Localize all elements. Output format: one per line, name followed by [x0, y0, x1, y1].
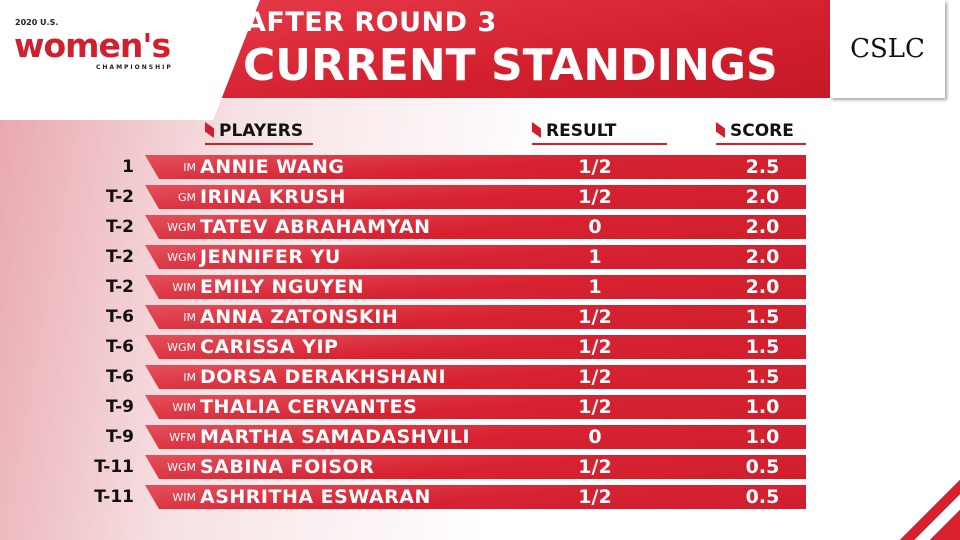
score: 1.5: [745, 306, 780, 328]
score: 1.0: [745, 396, 780, 418]
row-bar: [145, 155, 806, 179]
row-bar: [145, 425, 806, 449]
rank: T-2: [106, 217, 134, 237]
header-subtitle: AFTER ROUND 3: [245, 7, 497, 38]
result: 1/2: [578, 366, 612, 388]
rank: T-6: [106, 337, 134, 357]
rank: T-2: [106, 247, 134, 267]
standings-row: T-6 IM ANNA ZATONSKIH 1/2 1.5: [0, 305, 960, 329]
chess-title: WGM: [167, 341, 196, 354]
score: 2.0: [745, 186, 780, 208]
brand-year: 2020 U.S.: [15, 18, 59, 27]
col-score: SCORE: [716, 120, 806, 145]
player-name: EMILY NGUYEN: [200, 276, 365, 298]
score: 1.0: [745, 426, 780, 448]
score: 2.0: [745, 246, 780, 268]
rank: T-9: [106, 397, 134, 417]
row-bar: [145, 365, 806, 389]
chess-title: WGM: [167, 461, 196, 474]
col-players: PLAYERS: [205, 120, 313, 145]
standings-row: 1 IM ANNIE WANG 1/2 2.5: [0, 155, 960, 179]
player-name: THALIA CERVANTES: [200, 396, 418, 418]
player-name: TATEV ABRAHAMYAN: [200, 216, 431, 238]
row-bar: [145, 335, 806, 359]
rank: T-2: [106, 277, 134, 297]
player-name: ASHRITHA ESWARAN: [200, 486, 431, 508]
score: 1.5: [745, 336, 780, 358]
row-bar: [145, 395, 806, 419]
standings-row: T-6 IM DORSA DERAKHSHANI 1/2 1.5: [0, 365, 960, 389]
header-title: CURRENT STANDINGS: [243, 40, 778, 91]
chess-title: WGM: [167, 221, 196, 234]
player-name: JENNIFER YU: [200, 246, 341, 268]
row-bar: [145, 185, 806, 209]
standings-row: T-2 WGM JENNIFER YU 1 2.0: [0, 245, 960, 269]
rank: T-11: [94, 457, 134, 477]
score: 0.5: [745, 486, 780, 508]
result: 1/2: [578, 306, 612, 328]
result: 1/2: [578, 396, 612, 418]
chess-title: WGM: [167, 251, 196, 264]
standings-row: T-9 WIM THALIA CERVANTES 1/2 1.0: [0, 395, 960, 419]
result: 1: [588, 246, 602, 268]
player-name: DORSA DERAKHSHANI: [200, 366, 447, 388]
rank: 1: [122, 157, 134, 177]
player-name: CARISSA YIP: [200, 336, 339, 358]
row-bar: [145, 215, 806, 239]
standings-row: T-2 WGM TATEV ABRAHAMYAN 0 2.0: [0, 215, 960, 239]
score: 2.5: [745, 156, 780, 178]
score: 1.5: [745, 366, 780, 388]
rank: T-9: [106, 427, 134, 447]
player-name: ANNIE WANG: [200, 156, 345, 178]
result: 1/2: [578, 186, 612, 208]
standings-row: T-11 WGM SABINA FOISOR 1/2 0.5: [0, 455, 960, 479]
chess-title: WIM: [172, 401, 196, 414]
row-bar: [145, 485, 806, 509]
player-name: ANNA ZATONSKIH: [200, 306, 399, 328]
chess-title: GM: [177, 191, 196, 204]
result: 1/2: [578, 456, 612, 478]
rank: T-11: [94, 487, 134, 507]
event-logo-panel: 2020 U.S. women's CHAMPIONSHIP: [0, 0, 260, 120]
player-name: MARTHA SAMADASHVILI: [200, 426, 471, 448]
result: 1/2: [578, 486, 612, 508]
player-name: SABINA FOISOR: [200, 456, 375, 478]
chess-title: IM: [183, 311, 196, 324]
sponsor-logo: CSLC: [830, 0, 945, 98]
score: 2.0: [745, 276, 780, 298]
score: 2.0: [745, 216, 780, 238]
row-bar: [145, 275, 806, 299]
chess-title: IM: [183, 371, 196, 384]
brand-name: women's: [14, 26, 171, 65]
chess-title: WFM: [169, 431, 196, 444]
result: 0: [588, 426, 602, 448]
standings-row: T-9 WFM MARTHA SAMADASHVILI 0 1.0: [0, 425, 960, 449]
row-bar: [145, 305, 806, 329]
standings-row: T-11 WIM ASHRITHA ESWARAN 1/2 0.5: [0, 485, 960, 509]
chess-title: WIM: [172, 491, 196, 504]
player-name: IRINA KRUSH: [200, 186, 346, 208]
chess-title: WIM: [172, 281, 196, 294]
brand-sub: CHAMPIONSHIP: [96, 64, 173, 71]
score: 0.5: [745, 456, 780, 478]
chess-title: IM: [183, 161, 196, 174]
rank: T-6: [106, 367, 134, 387]
standings-row: T-2 WIM EMILY NGUYEN 1 2.0: [0, 275, 960, 299]
rank: T-2: [106, 187, 134, 207]
header-band: [200, 0, 840, 98]
col-result: RESULT: [532, 120, 667, 145]
result: 0: [588, 216, 602, 238]
standings-row: T-2 GM IRINA KRUSH 1/2 2.0: [0, 185, 960, 209]
result: 1/2: [578, 156, 612, 178]
result: 1: [588, 276, 602, 298]
rank: T-6: [106, 307, 134, 327]
standings-row: T-6 WGM CARISSA YIP 1/2 1.5: [0, 335, 960, 359]
result: 1/2: [578, 336, 612, 358]
row-bar: [145, 245, 806, 269]
row-bar: [145, 455, 806, 479]
corner-stripes: [900, 480, 960, 540]
